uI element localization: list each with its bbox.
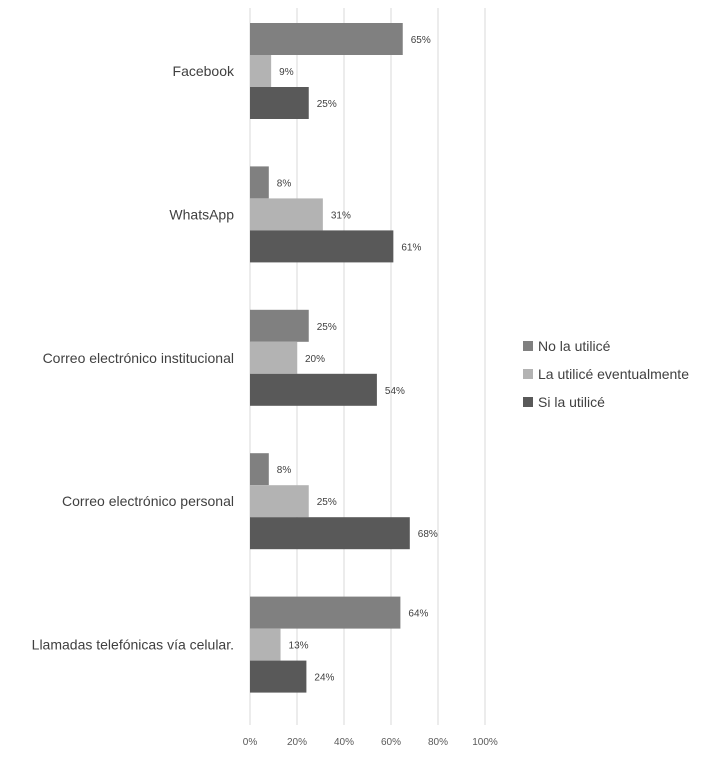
bar (250, 341, 297, 374)
legend-label: No la utilicé (538, 338, 611, 354)
legend-swatch (523, 341, 533, 351)
bar (250, 230, 394, 263)
bar (250, 628, 281, 661)
legend: No la utilicé La utilicé eventualmente Si … (523, 338, 689, 410)
data-labels: 65% 9% 25% 8% 31% 61% 25% 20% 54% 8% 25% 68% 64% 13% 2… (277, 35, 438, 684)
data-label: 68% (418, 529, 438, 540)
data-label: 25% (317, 497, 337, 508)
bar (250, 660, 307, 693)
category-label: Facebook (173, 63, 235, 79)
x-axis-tick-labels: 0% 20% 40% 60% 80% 100% (243, 737, 498, 748)
data-label: 20% (305, 354, 325, 365)
x-tick-label: 100% (472, 737, 498, 748)
x-tick-label: 0% (243, 737, 258, 748)
bar (250, 166, 269, 199)
category-label: Correo electrónico personal (62, 493, 234, 509)
data-label: 54% (385, 386, 405, 397)
data-label: 61% (401, 242, 421, 253)
legend-label: Si la utilicé (538, 394, 605, 410)
data-label: 8% (277, 465, 292, 476)
data-label: 13% (289, 641, 309, 652)
legend-swatch (523, 369, 533, 379)
bar (250, 485, 309, 518)
category-labels: Facebook WhatsApp Correo electrónico insti… (32, 63, 235, 653)
bar (250, 87, 309, 119)
bar (250, 55, 272, 87)
bar (250, 453, 269, 486)
data-label: 24% (314, 673, 334, 684)
data-label: 31% (331, 210, 351, 221)
category-label: Correo electrónico institucional (43, 350, 234, 366)
x-tick-label: 20% (287, 737, 307, 748)
bars (250, 23, 410, 693)
bar (250, 517, 410, 550)
bar (250, 373, 377, 406)
data-label: 64% (408, 609, 428, 620)
bar (250, 198, 323, 231)
category-label: WhatsApp (169, 206, 234, 222)
category-label: Llamadas telefónicas vía celular. (32, 637, 234, 653)
bar (250, 309, 309, 342)
data-label: 9% (279, 67, 294, 78)
bar (250, 23, 403, 55)
data-label: 25% (317, 322, 337, 333)
data-label: 65% (411, 35, 431, 46)
data-label: 25% (317, 99, 337, 110)
legend-label: La utilicé eventualmente (538, 366, 689, 382)
bar (250, 596, 401, 629)
x-tick-label: 80% (428, 737, 448, 748)
x-tick-label: 40% (334, 737, 354, 748)
legend-swatch (523, 397, 533, 407)
x-tick-label: 60% (381, 737, 401, 748)
data-label: 8% (277, 178, 292, 189)
